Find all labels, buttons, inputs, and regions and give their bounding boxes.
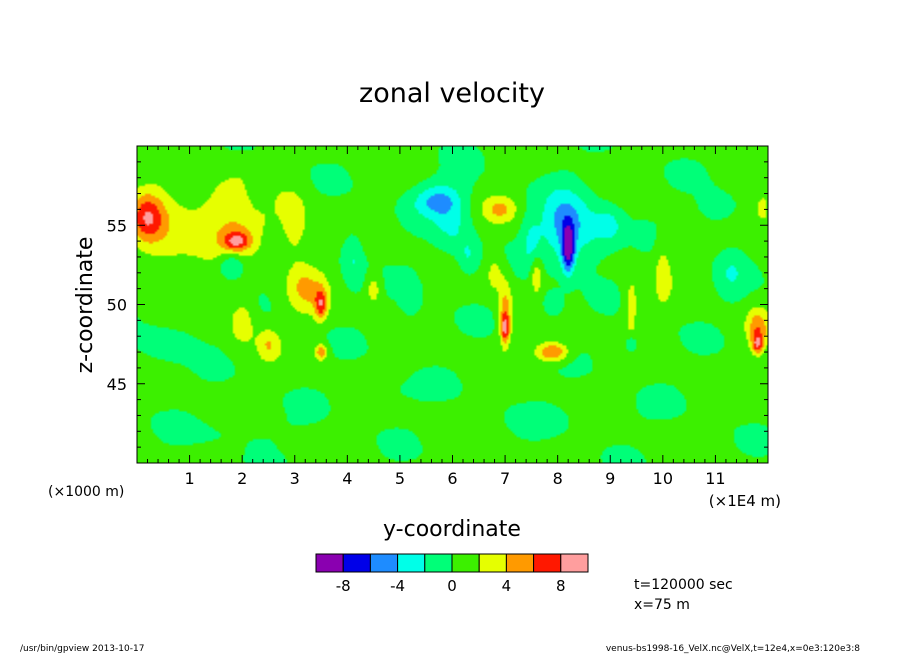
x-tick-label: 2 [237,469,247,488]
colorbar-swatch [533,553,562,573]
colorbar-swatch [505,553,535,573]
position-annotation: x=75 m [634,597,690,613]
colorbar-swatch [451,553,480,573]
colorbar: -8 -4 0 4 8 [315,553,589,595]
colorbar-swatch [369,553,399,573]
x-tick-label: 9 [605,469,615,488]
colorbar-label: -8 [336,577,351,595]
colorbar-swatch [397,553,426,573]
y-axis: 45 50 55 [107,161,768,448]
heatmap-image [137,146,768,463]
x-tick-label: 4 [342,469,352,488]
heatmap-area [137,146,768,463]
colorbar-swatch [342,553,371,573]
y-tick-label: 50 [107,296,127,315]
y-tick-label: 55 [107,216,127,235]
colorbar-label: 8 [556,577,566,595]
time-annotation: t=120000 sec [634,577,733,593]
x-tick-label: 7 [500,469,510,488]
colorbar-swatch [478,553,507,573]
x-tick-label: 10 [653,469,673,488]
colorbar-label: 0 [447,577,457,595]
x-axis: 1 2 3 4 5 6 7 8 9 10 11 [147,146,769,488]
x-scale-label: (×1E4 m) [709,492,781,510]
footer-left: /usr/bin/gpview 2013-10-17 [20,644,144,654]
footer-right: venus-bs1998-16_VelX.nc@VelX,t=12e4,x=0e… [606,644,860,654]
y-axis-label: z-coordinate [73,237,98,374]
colorbar-label: -4 [390,577,405,595]
colorbar-swatch [315,553,344,573]
colorbar-swatch [560,553,589,573]
colorbar-label: 4 [502,577,512,595]
x-tick-label: 3 [290,469,300,488]
x-tick-label: 6 [447,469,457,488]
y-tick-label: 45 [107,375,127,394]
x-unit-label: (×1000 m) [48,484,124,500]
chart-title: zonal velocity [359,78,545,109]
colorbar-swatch [424,553,453,573]
x-axis-label: y-coordinate [383,517,521,542]
x-tick-label: 1 [184,469,194,488]
x-tick-label: 11 [705,469,725,488]
x-tick-label: 5 [395,469,405,488]
x-tick-label: 8 [553,469,563,488]
